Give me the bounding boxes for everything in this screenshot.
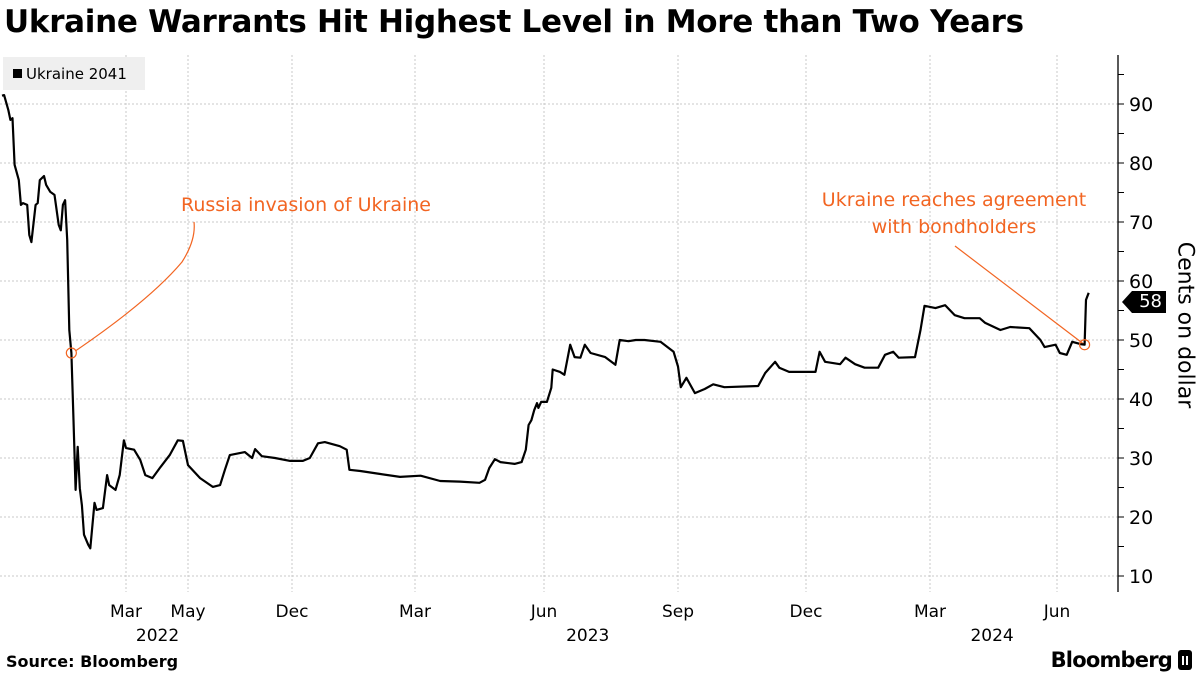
- annotation-marker-invasion: [65, 347, 77, 359]
- x-year-label: 2023: [566, 626, 609, 646]
- y-tick-label: 40: [1129, 389, 1153, 411]
- annotation-marker-agreement: [1078, 339, 1091, 351]
- y-tick-label: 30: [1129, 448, 1153, 470]
- y-tick-label: 20: [1129, 507, 1153, 529]
- y-axis: 10 20 30 40 50 60 70 80 90: [1117, 55, 1153, 592]
- y-tick-label: 10: [1129, 566, 1153, 588]
- y-tick-label: 70: [1129, 212, 1153, 234]
- annotation-invasion: Russia invasion of Ukraine: [181, 194, 431, 216]
- legend-swatch: [13, 69, 22, 78]
- x-axis: Mar May Dec Mar Jun Sep Dec Mar Jun 2022 2023 2024: [110, 602, 1070, 646]
- last-value-badge: 58: [1122, 291, 1166, 313]
- series-layer: [1, 94, 1090, 550]
- annotation-lines: [75, 221, 1085, 352]
- bloomberg-logo: Bloomberg: [1051, 648, 1192, 672]
- x-tick-label: Jun: [1043, 602, 1071, 622]
- chart-title: Ukraine Warrants Hit Highest Level in Mo…: [4, 4, 1024, 40]
- source-note: Source: Bloomberg: [6, 652, 179, 671]
- legend-label: Ukraine 2041: [26, 64, 127, 83]
- y-tick-label: 80: [1129, 153, 1153, 175]
- x-year-label: 2024: [970, 626, 1013, 646]
- bloomberg-terminal-icon: [1178, 650, 1192, 670]
- y-axis-title: Cents on dollar: [1172, 241, 1198, 409]
- annotation-markers: [65, 339, 1091, 359]
- x-tick-label: Jun: [530, 602, 558, 622]
- y-tick-label: 90: [1129, 94, 1153, 116]
- annotation-leader-agreement: [954, 245, 1085, 346]
- x-tick-label: Mar: [110, 602, 142, 622]
- x-tick-label: Mar: [399, 602, 431, 622]
- series-line-ukraine-2041: [1, 94, 1090, 550]
- annotation-leader-invasion: [75, 221, 195, 352]
- x-tick-label: Dec: [276, 602, 309, 622]
- brand-text: Bloomberg: [1050, 648, 1173, 672]
- y-tick-label: 50: [1129, 330, 1153, 352]
- gridlines: [0, 55, 1118, 592]
- x-tick-label: Mar: [914, 602, 946, 622]
- x-tick-label: Sep: [662, 602, 694, 622]
- annotation-line-1: Ukraine reaches agreement: [821, 189, 1087, 211]
- x-tick-label: Dec: [790, 602, 823, 622]
- annotation-line-2: with bondholders: [871, 216, 1037, 238]
- x-tick-label: May: [170, 602, 205, 622]
- x-year-label: 2022: [136, 626, 179, 646]
- legend: Ukraine 2041: [3, 57, 145, 90]
- y-tick-label: 60: [1129, 271, 1153, 293]
- annotation-agreement: Ukraine reaches agreement with bondholde…: [822, 187, 1086, 241]
